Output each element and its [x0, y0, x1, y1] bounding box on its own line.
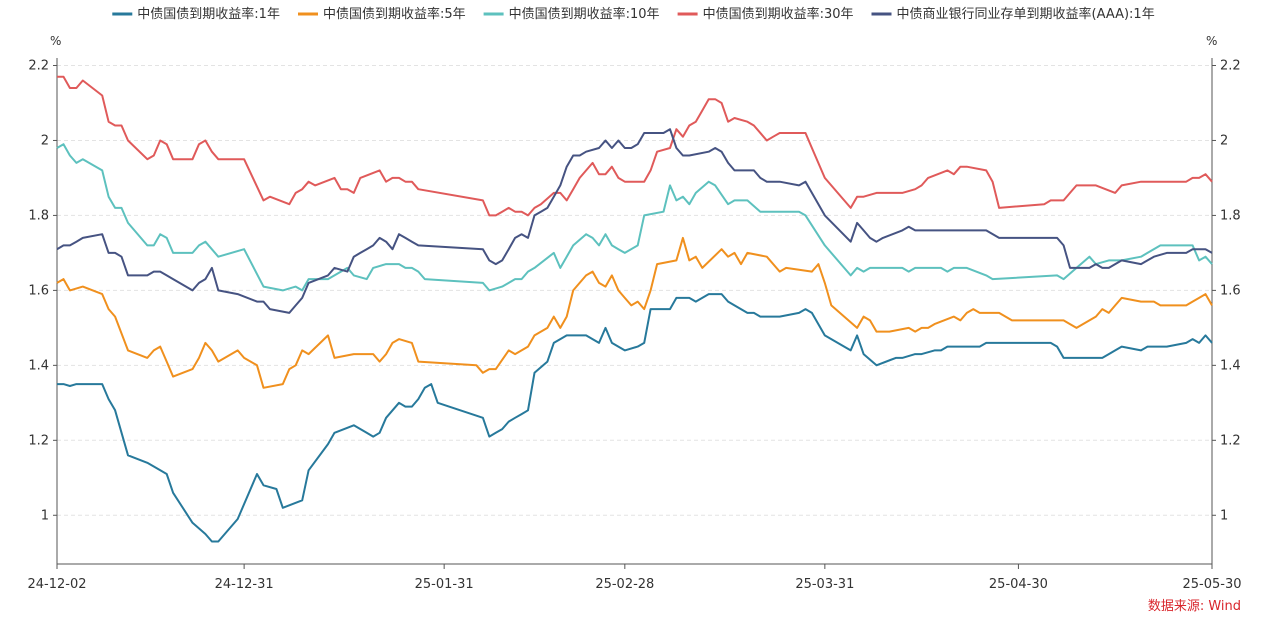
- y-tick-label-left: 1.6: [28, 283, 49, 298]
- legend-item: 中债国债到期收益率:10年: [483, 6, 660, 22]
- series-line-3: [56, 143, 1213, 292]
- y-tick-label-right: 1: [1220, 508, 1228, 523]
- series-line-2: [56, 236, 1213, 389]
- gridlines: [57, 64, 1212, 516]
- legend-item: 中债国债到期收益率:5年: [298, 6, 466, 22]
- series-line-4: [57, 75, 1213, 217]
- legend-item: 中债商业银行同业存单到期收益率(AAA):1年: [871, 6, 1155, 22]
- y-ticks: 1 1 1.2 1.2 1.4 1.4 1.6 1.6 1.8 1.8 2 2 2.2 2.2: [28, 58, 1240, 523]
- y-tick-label-right: 1.8: [1220, 208, 1241, 223]
- x-tick-label: 25-04-30: [989, 577, 1048, 592]
- series-line-5: [56, 128, 1213, 314]
- y-tick-label-right: 2: [1220, 133, 1228, 148]
- series-line-1: [57, 293, 1213, 543]
- x-tick-label: 24-12-31: [215, 577, 274, 592]
- x-tick-label: 25-03-31: [795, 577, 854, 592]
- legend-label: 中债国债到期收益率:5年: [323, 6, 466, 22]
- y-tick-label-right: 1.2: [1220, 433, 1241, 448]
- legend-label: 中债国债到期收益率:30年: [703, 6, 854, 22]
- y-tick-label-left: 1.2: [28, 433, 49, 448]
- series-lines: [56, 75, 1213, 543]
- y-tick-label-right: 1.6: [1220, 283, 1241, 298]
- y-tick-label-left: 2.2: [28, 58, 49, 73]
- y-tick-label-right: 2.2: [1220, 58, 1241, 73]
- axes: [56, 58, 1213, 565]
- y-tick-label-left: 1.4: [28, 358, 49, 373]
- y-tick-label-left: 1.8: [28, 208, 49, 223]
- y-tick-label-left: 1: [41, 508, 49, 523]
- y-tick-label-right: 1.4: [1220, 358, 1241, 373]
- x-tick-label: 25-05-30: [1182, 577, 1241, 592]
- y-tick-label-left: 2: [41, 133, 49, 148]
- x-ticks: 24-12-02 24-12-31 25-01-31 25-02-28 25-03-31…: [27, 564, 1242, 592]
- legend-label: 中债国债到期收益率:1年: [137, 6, 280, 22]
- legend-label: 中债国债到期收益率:10年: [509, 6, 660, 22]
- legend-item: 中债国债到期收益率:30年: [677, 6, 854, 22]
- y-unit-right: %: [1206, 34, 1217, 48]
- x-tick-label: 25-01-31: [415, 577, 474, 592]
- source-note: 数据来源: Wind: [1148, 599, 1241, 614]
- legend: 中债国债到期收益率:1年 中债国债到期收益率:5年 中债国债到期收益率:10年 中债国…: [112, 6, 1155, 22]
- x-tick-label: 24-12-02: [27, 577, 86, 592]
- legend-label: 中债商业银行同业存单到期收益率(AAA):1年: [897, 6, 1155, 22]
- y-unit-left: %: [50, 34, 61, 48]
- x-tick-label: 25-02-28: [595, 577, 654, 592]
- legend-item: 中债国债到期收益率:1年: [112, 6, 280, 22]
